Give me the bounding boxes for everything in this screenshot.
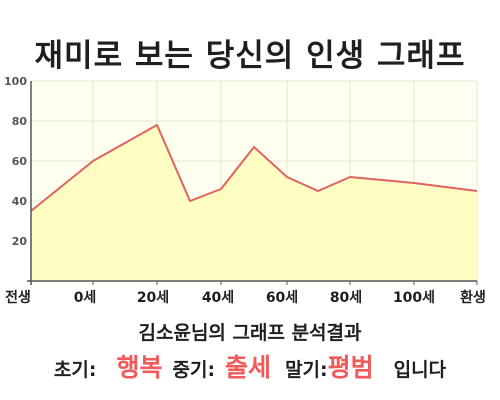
x-tick-label: 환생: [460, 289, 486, 306]
late-label: 말기:: [285, 359, 328, 381]
mid-value: 출세: [225, 353, 272, 382]
early-label: 초기:: [53, 359, 97, 381]
late-value: 평범: [327, 353, 374, 382]
analysis-summary: 김소윤님의 그래프 분석결과: [138, 322, 362, 344]
x-tick-label: 40세: [202, 290, 234, 306]
y-tick-label: 40: [12, 195, 28, 208]
mid-label: 중기:: [172, 359, 216, 381]
ending-text: 입니다: [393, 359, 447, 381]
x-tick-label: 0세: [74, 290, 97, 306]
y-tick-label: 100: [4, 75, 27, 88]
series-line: [30, 124, 478, 212]
result-line: 초기: 행복 중기: 출세 말기:평범 입니다: [0, 348, 500, 384]
x-tick-label: 전생: [5, 289, 31, 306]
page-title: 재미로 보는 당신의 인생 그래프: [34, 38, 466, 74]
early-value: 행복: [116, 353, 163, 382]
x-tick-label: 80세: [330, 290, 362, 306]
series-area: [31, 125, 477, 281]
x-tick-label: 20세: [137, 290, 169, 306]
y-tick-label: 80: [12, 115, 28, 128]
y-tick-label: 60: [12, 155, 28, 168]
x-tick-label: 60세: [266, 290, 298, 306]
x-tick-label: 100세: [393, 290, 435, 306]
y-tick-label: 20: [12, 235, 28, 248]
plot-area: 20 40 60 80 100 전생 0세 20세 40세 60세 80세 100세 환생: [4, 75, 486, 306]
